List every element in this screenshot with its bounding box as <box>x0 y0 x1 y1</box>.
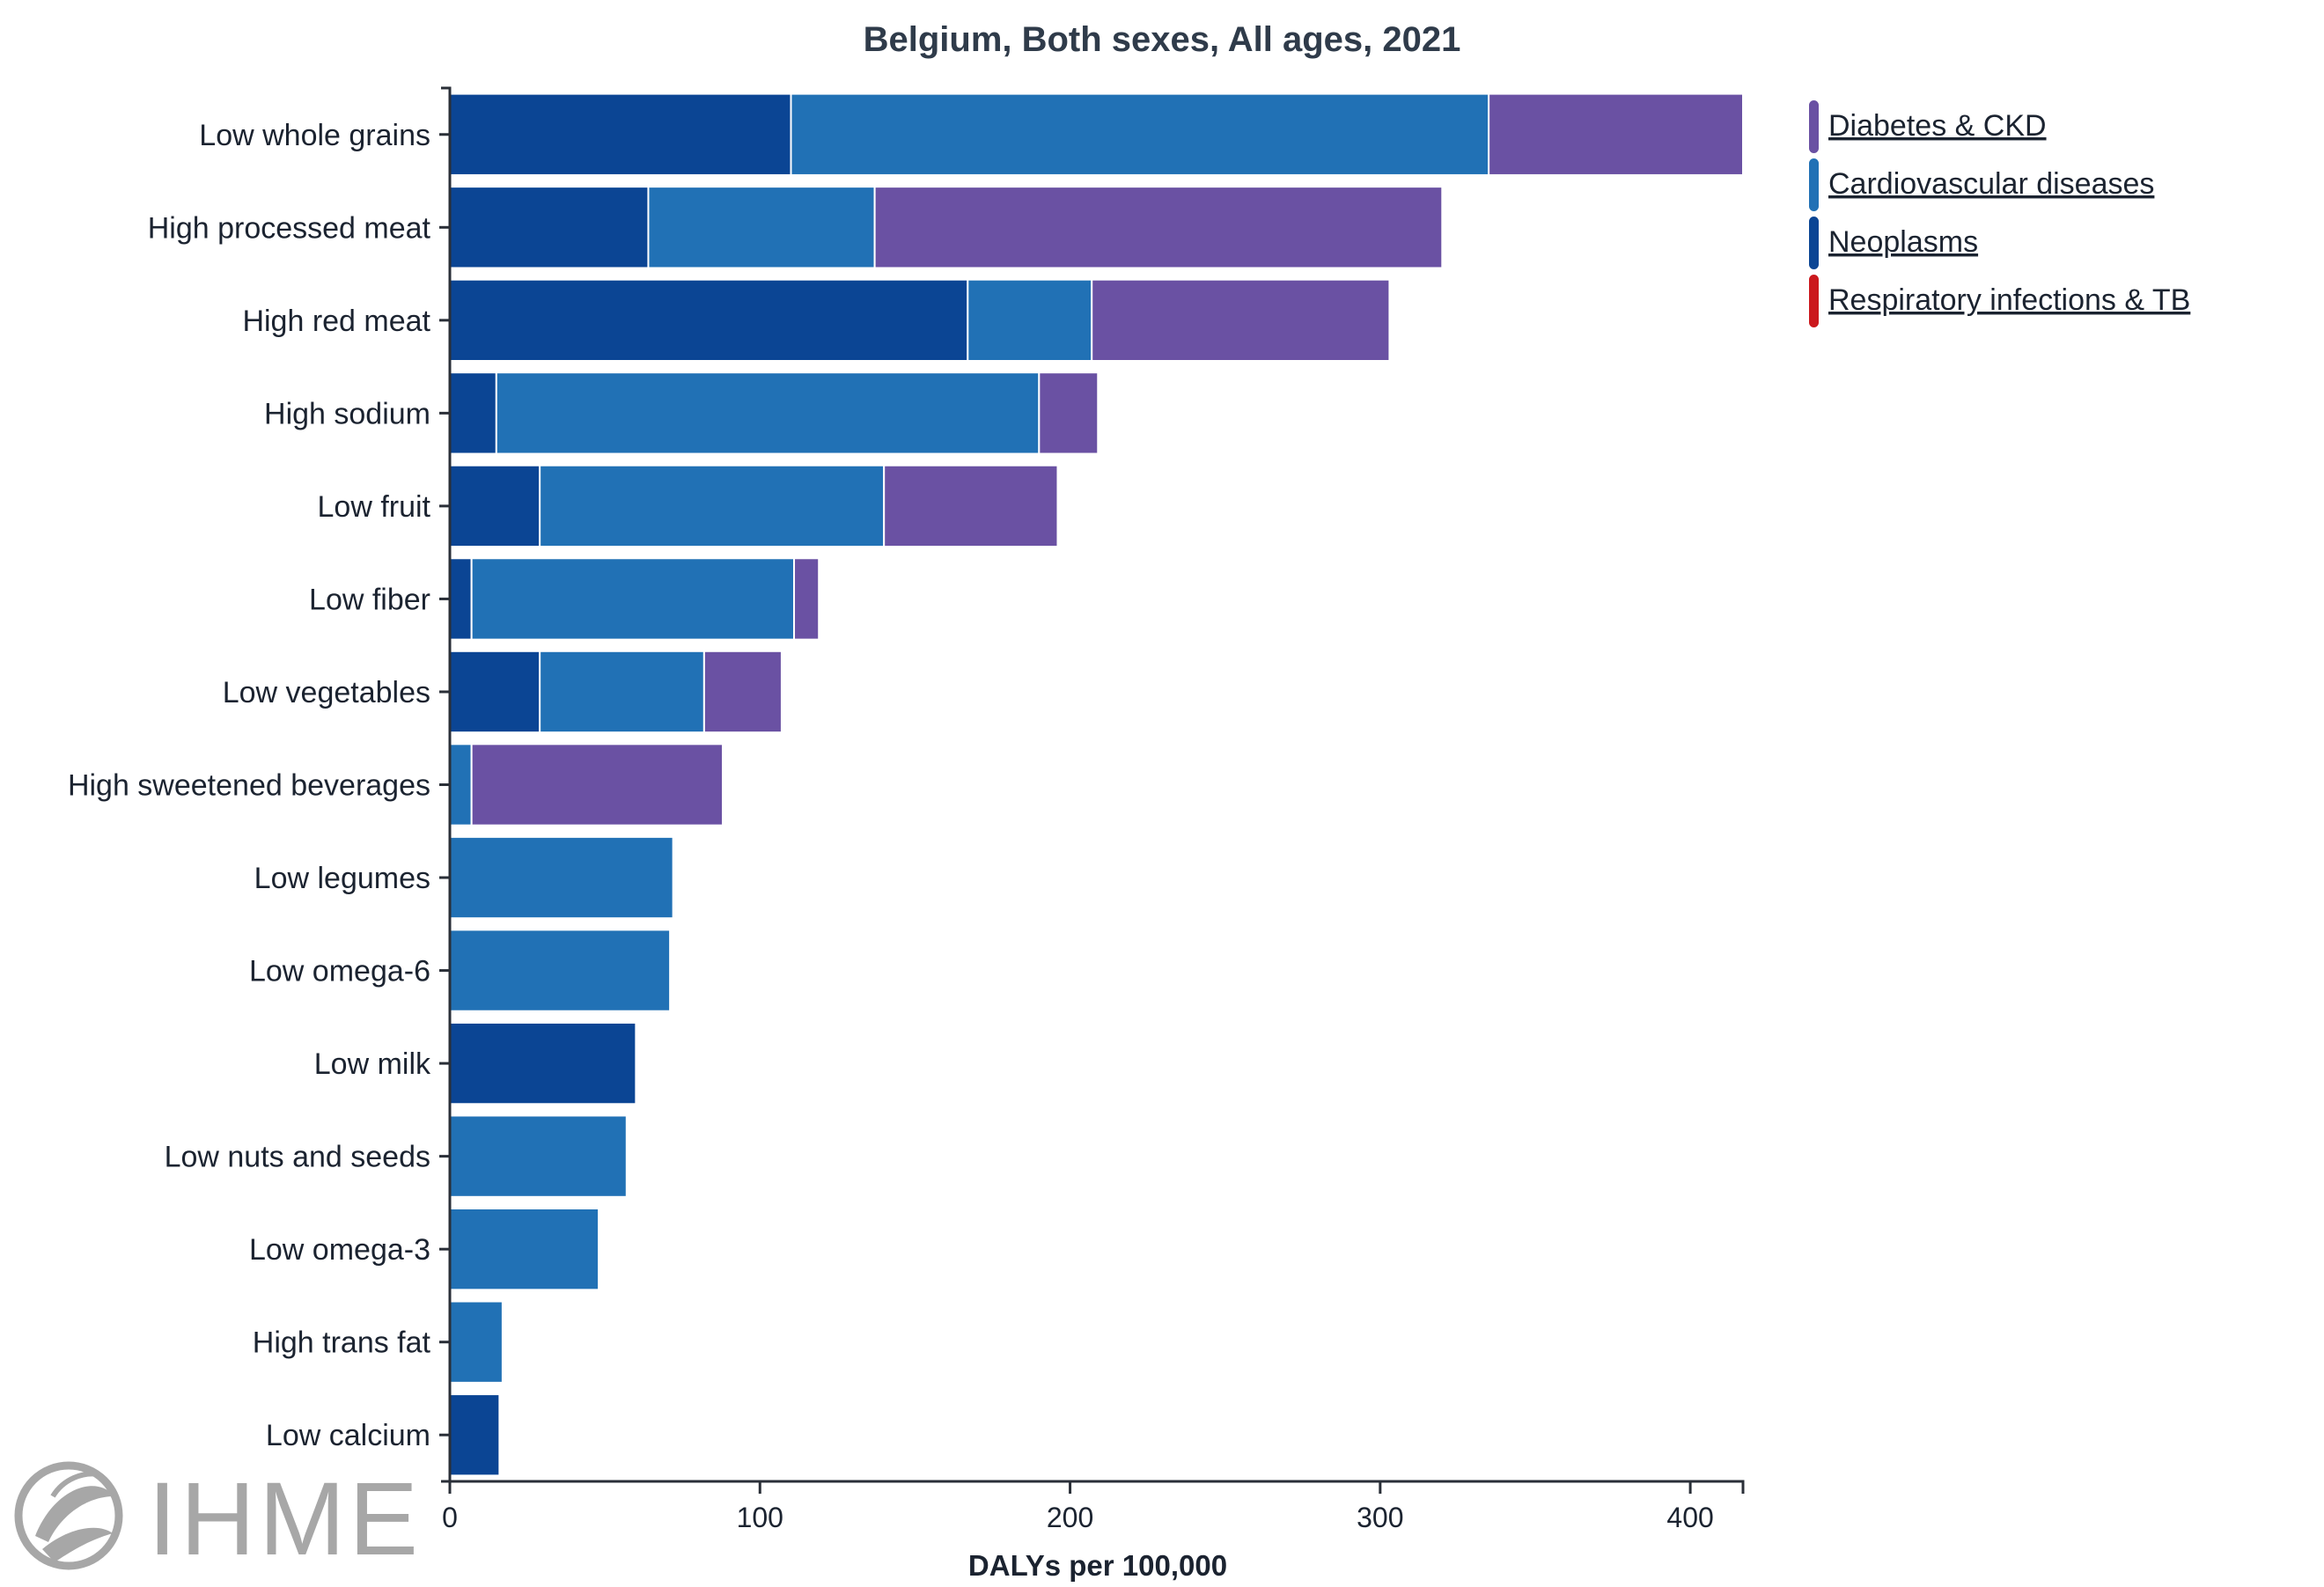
legend-item-respiratory-infections-and-tb[interactable]: Respiratory infections & TB <box>1809 275 2190 327</box>
ihme-logo: IHME <box>14 1461 422 1577</box>
legend-swatch <box>1809 275 1819 327</box>
bar-low-nuts-and-seeds-cardiovascular-diseases[interactable] <box>449 1114 628 1198</box>
bar-low-whole-grains-diabetes-and-ckd[interactable] <box>1488 92 1744 176</box>
x-axis-line <box>448 1480 1745 1494</box>
bar-low-vegetables-cardiovascular-diseases[interactable] <box>539 650 705 734</box>
chart-title: Belgium, Both sexes, All ages, 2021 <box>864 20 1461 59</box>
bar-low-fiber-diabetes-and-ckd[interactable] <box>793 557 820 641</box>
legend-label[interactable]: Diabetes & CKD <box>1828 109 2047 143</box>
y-tick-label-low-milk: Low milk <box>314 1047 431 1081</box>
bar-high-sodium-cardiovascular-diseases[interactable] <box>495 371 1041 455</box>
y-tick-label-low-omega-6: Low omega-6 <box>249 955 430 988</box>
bar-low-legumes-cardiovascular-diseases[interactable] <box>449 835 674 920</box>
bar-high-sodium-diabetes-and-ckd[interactable] <box>1038 371 1099 455</box>
y-tick-label-low-fruit: Low fruit <box>318 490 431 524</box>
x-axis: 0 100 200 300 400 <box>442 1480 1745 1533</box>
y-tick-label-low-nuts-and-seeds: Low nuts and seeds <box>165 1141 430 1174</box>
legend-item-cardiovascular-diseases[interactable]: Cardiovascular diseases <box>1809 158 2154 211</box>
bar-low-whole-grains-cardiovascular-diseases[interactable] <box>790 92 1490 176</box>
legend: Diabetes & CKD Cardiovascular diseases Neo… <box>1809 100 2190 327</box>
bar-low-fruit-neoplasms[interactable] <box>449 464 541 548</box>
y-tick-label-high-processed-meat: High processed meat <box>148 211 431 245</box>
bar-high-red-meat-diabetes-and-ckd[interactable] <box>1091 278 1391 363</box>
legend-label[interactable]: Respiratory infections & TB <box>1828 283 2190 317</box>
bar-high-sodium-neoplasms[interactable] <box>449 371 497 455</box>
y-tick-label-high-sweetened-beverages: High sweetened beverages <box>68 769 430 803</box>
x-tick-label-100: 100 <box>737 1502 783 1533</box>
legend-swatch <box>1809 217 1819 269</box>
bar-high-processed-meat-neoplasms[interactable] <box>449 186 650 269</box>
x-tick-label-200: 200 <box>1047 1502 1093 1533</box>
bar-low-calcium-neoplasms[interactable] <box>449 1393 501 1477</box>
legend-item-neoplasms[interactable]: Neoplasms <box>1809 217 1978 269</box>
bars-layer <box>449 92 1744 1477</box>
x-tick-label-400: 400 <box>1666 1502 1713 1533</box>
y-axis: Low whole grains High processed meat High … <box>68 86 452 1483</box>
x-tick-label-0: 0 <box>442 1502 458 1533</box>
bar-high-processed-meat-diabetes-and-ckd[interactable] <box>873 186 1444 269</box>
bar-low-whole-grains-neoplasms[interactable] <box>449 92 792 176</box>
bar-high-trans-fat-cardiovascular-diseases[interactable] <box>449 1300 504 1384</box>
legend-swatch <box>1809 158 1819 211</box>
y-tick-label-high-sodium: High sodium <box>264 397 430 430</box>
legend-label[interactable]: Neoplasms <box>1828 225 1978 259</box>
bar-low-fiber-neoplasms[interactable] <box>449 557 473 641</box>
y-tick-label-high-trans-fat: High trans fat <box>253 1326 431 1360</box>
bar-low-milk-neoplasms[interactable] <box>449 1021 637 1106</box>
bar-low-fiber-cardiovascular-diseases[interactable] <box>470 557 796 641</box>
legend-label[interactable]: Cardiovascular diseases <box>1828 167 2154 201</box>
bar-low-fruit-diabetes-and-ckd[interactable] <box>883 464 1059 548</box>
y-tick-label-low-whole-grains: Low whole grains <box>199 119 430 152</box>
bar-high-processed-meat-cardiovascular-diseases[interactable] <box>647 186 876 269</box>
bar-high-red-meat-cardiovascular-diseases[interactable] <box>967 278 1093 363</box>
bar-high-sweetened-beverages-diabetes-and-ckd[interactable] <box>470 743 724 827</box>
y-tick-label-low-vegetables: Low vegetables <box>223 676 430 709</box>
bar-high-red-meat-neoplasms[interactable] <box>449 278 969 363</box>
ihme-logo-text: IHME <box>148 1461 422 1577</box>
bar-low-vegetables-neoplasms[interactable] <box>449 650 541 734</box>
legend-item-diabetes-and-ckd[interactable]: Diabetes & CKD <box>1809 100 2047 153</box>
x-axis-title: DALYs per 100,000 <box>968 1549 1227 1582</box>
y-tick-label-low-calcium: Low calcium <box>266 1419 430 1452</box>
bar-low-fruit-cardiovascular-diseases[interactable] <box>539 464 886 548</box>
y-tick-label-low-fiber: Low fiber <box>309 583 430 616</box>
y-tick-label-low-legumes: Low legumes <box>254 862 430 895</box>
bar-low-vegetables-diabetes-and-ckd[interactable] <box>702 650 783 734</box>
ihme-leaf-logo-icon <box>14 1461 123 1570</box>
bar-high-sweetened-beverages-cardiovascular-diseases[interactable] <box>449 743 473 827</box>
bar-low-omega-6-cardiovascular-diseases[interactable] <box>449 929 672 1012</box>
x-tick-label-300: 300 <box>1357 1502 1403 1533</box>
legend-swatch <box>1809 100 1819 153</box>
bar-low-omega-3-cardiovascular-diseases[interactable] <box>449 1207 600 1291</box>
y-tick-label-high-red-meat: High red meat <box>242 305 430 338</box>
y-tick-label-low-omega-3: Low omega-3 <box>249 1233 430 1267</box>
